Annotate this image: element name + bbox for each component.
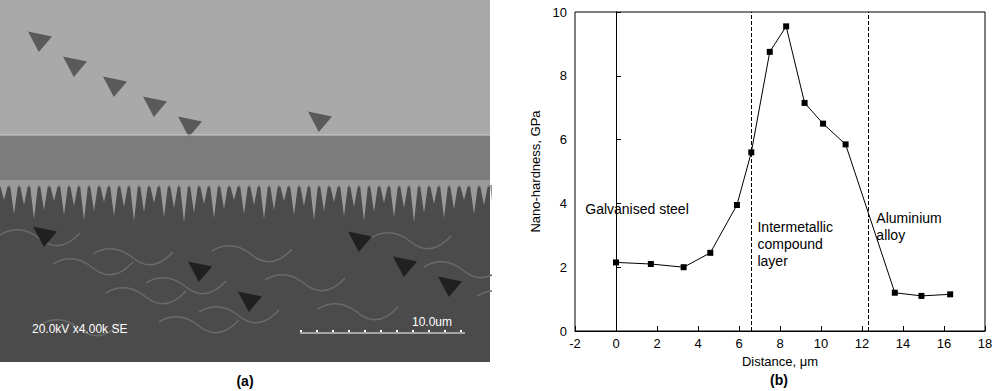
svg-text:(a): (a) [236,373,253,389]
svg-text:18: 18 [978,336,992,351]
svg-text:layer: layer [757,253,788,269]
svg-text:Intermetallic: Intermetallic [757,219,832,235]
svg-text:4: 4 [694,336,701,351]
svg-text:Galvanised steel: Galvanised steel [585,201,689,217]
svg-text:-2: -2 [569,336,581,351]
svg-text:6: 6 [560,132,567,147]
svg-text:16: 16 [937,336,951,351]
svg-text:2: 2 [653,336,660,351]
svg-text:2: 2 [560,260,567,275]
svg-text:14: 14 [896,336,910,351]
svg-text:compound: compound [757,236,822,252]
svg-text:4: 4 [560,196,567,211]
svg-text:10: 10 [553,5,567,20]
svg-text:8: 8 [776,336,783,351]
svg-text:10.0um: 10.0um [412,315,452,329]
svg-text:8: 8 [560,68,567,83]
svg-text:alloy: alloy [876,227,905,243]
svg-text:12: 12 [855,336,869,351]
svg-text:(b): (b) [770,372,788,388]
svg-text:0: 0 [612,336,619,351]
svg-text:Distance, μm: Distance, μm [742,354,818,369]
svg-text:6: 6 [735,336,742,351]
svg-text:Nano-hardness, GPa: Nano-hardness, GPa [528,110,543,233]
svg-text:10: 10 [814,336,828,351]
svg-text:Aluminium: Aluminium [876,210,941,226]
svg-text:20.0kV x4.00k SE: 20.0kV x4.00k SE [32,322,127,336]
svg-text:0: 0 [560,324,567,339]
